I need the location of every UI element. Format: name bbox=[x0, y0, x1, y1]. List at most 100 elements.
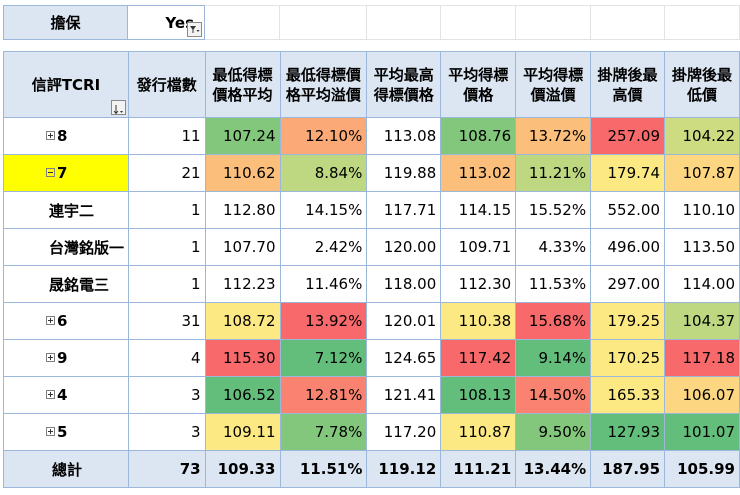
value-cell[interactable]: 108.76 bbox=[440, 117, 517, 155]
row-label-cell[interactable]: 9 bbox=[3, 339, 129, 377]
value-cell[interactable]: 114.15 bbox=[440, 191, 517, 229]
value-cell[interactable]: 11 bbox=[127, 117, 206, 155]
value-cell[interactable]: 104.22 bbox=[664, 117, 740, 155]
value-cell[interactable]: 15.68% bbox=[515, 302, 592, 340]
value-cell[interactable]: 107.24 bbox=[204, 117, 281, 155]
value-cell[interactable]: 106.07 bbox=[664, 376, 740, 414]
value-cell[interactable]: 1 bbox=[127, 228, 206, 266]
row-label-cell[interactable]: 台灣銘版一 bbox=[3, 228, 129, 266]
value-cell[interactable]: 120.00 bbox=[366, 228, 442, 266]
value-cell[interactable]: 15.52% bbox=[515, 191, 592, 229]
value-cell[interactable]: 106.52 bbox=[204, 376, 281, 414]
value-cell[interactable]: 112.30 bbox=[440, 265, 517, 303]
value-cell[interactable]: 165.33 bbox=[590, 376, 666, 414]
value-cell[interactable]: 496.00 bbox=[590, 228, 666, 266]
value-cell[interactable]: 3 bbox=[127, 376, 206, 414]
total-cell[interactable]: 111.21 bbox=[440, 450, 517, 488]
value-cell[interactable]: 113.50 bbox=[664, 228, 740, 266]
value-cell[interactable]: 11.21% bbox=[515, 154, 592, 192]
value-cell[interactable]: 117.42 bbox=[440, 339, 517, 377]
value-cell[interactable]: 13.92% bbox=[279, 302, 368, 340]
row-label-cell[interactable]: 4 bbox=[3, 376, 129, 414]
value-cell[interactable]: 113.02 bbox=[440, 154, 517, 192]
value-cell[interactable]: 110.87 bbox=[440, 413, 517, 451]
value-cell[interactable]: 179.25 bbox=[590, 302, 666, 340]
sort-filter-icon[interactable] bbox=[110, 100, 126, 115]
value-cell[interactable]: 101.07 bbox=[664, 413, 740, 451]
value-cell[interactable]: 110.62 bbox=[204, 154, 281, 192]
value-cell[interactable]: 109.71 bbox=[440, 228, 517, 266]
value-cell[interactable]: 110.10 bbox=[664, 191, 740, 229]
expand-plus-icon[interactable] bbox=[46, 390, 55, 399]
value-cell[interactable]: 9.50% bbox=[515, 413, 592, 451]
total-cell[interactable]: 11.51% bbox=[279, 450, 368, 488]
filter-funnel-icon[interactable] bbox=[187, 22, 202, 37]
value-cell[interactable]: 170.25 bbox=[590, 339, 666, 377]
value-cell[interactable]: 13.72% bbox=[515, 117, 592, 155]
total-cell[interactable]: 105.99 bbox=[664, 450, 740, 488]
row-label-cell[interactable]: 連宇二 bbox=[3, 191, 129, 229]
value-cell[interactable]: 108.72 bbox=[204, 302, 281, 340]
value-cell[interactable]: 179.74 bbox=[590, 154, 666, 192]
value-cell[interactable]: 2.42% bbox=[279, 228, 368, 266]
value-cell[interactable]: 7.78% bbox=[279, 413, 368, 451]
value-cell[interactable]: 127.93 bbox=[590, 413, 666, 451]
value-cell[interactable]: 118.00 bbox=[366, 265, 442, 303]
value-cell[interactable]: 1 bbox=[127, 191, 206, 229]
value-cell[interactable]: 14.50% bbox=[515, 376, 592, 414]
value-cell[interactable]: 31 bbox=[127, 302, 206, 340]
value-cell[interactable]: 120.01 bbox=[366, 302, 442, 340]
total-cell[interactable]: 13.44% bbox=[515, 450, 592, 488]
value-cell[interactable]: 4 bbox=[127, 339, 206, 377]
expand-plus-icon[interactable] bbox=[46, 427, 55, 436]
value-cell[interactable]: 112.80 bbox=[204, 191, 281, 229]
value-cell[interactable]: 117.71 bbox=[366, 191, 442, 229]
value-cell[interactable]: 12.81% bbox=[279, 376, 368, 414]
value-cell[interactable]: 104.37 bbox=[664, 302, 740, 340]
value-cell[interactable]: 552.00 bbox=[590, 191, 666, 229]
total-cell[interactable]: 119.12 bbox=[366, 450, 442, 488]
value-cell[interactable]: 115.30 bbox=[204, 339, 281, 377]
value-cell[interactable]: 11.53% bbox=[515, 265, 592, 303]
value-cell[interactable]: 11.46% bbox=[279, 265, 368, 303]
filter-value-cell[interactable]: Yes bbox=[127, 5, 205, 40]
value-cell[interactable]: 112.23 bbox=[204, 265, 281, 303]
value-cell[interactable]: 110.38 bbox=[440, 302, 517, 340]
value-cell[interactable]: 108.13 bbox=[440, 376, 517, 414]
row-label-cell[interactable]: 7 bbox=[3, 154, 129, 192]
row-label-cell[interactable]: 5 bbox=[3, 413, 129, 451]
row-field-header[interactable]: 信評TCRI bbox=[3, 51, 129, 118]
value-cell[interactable]: 8.84% bbox=[279, 154, 368, 192]
value-cell[interactable]: 257.09 bbox=[590, 117, 666, 155]
total-cell[interactable]: 109.33 bbox=[204, 450, 281, 488]
value-cell[interactable]: 4.33% bbox=[515, 228, 592, 266]
expand-plus-icon[interactable] bbox=[46, 353, 55, 362]
expand-plus-icon[interactable] bbox=[46, 131, 55, 140]
value-cell[interactable]: 297.00 bbox=[590, 265, 666, 303]
value-cell[interactable]: 1 bbox=[127, 265, 206, 303]
value-cell[interactable]: 21 bbox=[127, 154, 206, 192]
value-cell[interactable]: 117.18 bbox=[664, 339, 740, 377]
value-cell[interactable]: 7.12% bbox=[279, 339, 368, 377]
value-cell[interactable]: 124.65 bbox=[366, 339, 442, 377]
col-header-avg-bid-premium: 平均得標 價溢價 bbox=[515, 51, 592, 118]
expand-plus-icon[interactable] bbox=[46, 316, 55, 325]
value-cell[interactable]: 14.15% bbox=[279, 191, 368, 229]
value-cell[interactable]: 3 bbox=[127, 413, 206, 451]
total-cell[interactable]: 73 bbox=[127, 450, 206, 488]
value-cell[interactable]: 12.10% bbox=[279, 117, 368, 155]
value-cell[interactable]: 109.11 bbox=[204, 413, 281, 451]
value-cell[interactable]: 9.14% bbox=[515, 339, 592, 377]
total-cell[interactable]: 187.95 bbox=[590, 450, 666, 488]
value-cell[interactable]: 107.87 bbox=[664, 154, 740, 192]
collapse-minus-icon[interactable] bbox=[46, 168, 55, 177]
row-label-cell[interactable]: 晟銘電三 bbox=[3, 265, 129, 303]
row-label-cell[interactable]: 8 bbox=[3, 117, 129, 155]
row-label-cell[interactable]: 6 bbox=[3, 302, 129, 340]
value-cell[interactable]: 107.70 bbox=[204, 228, 281, 266]
value-cell[interactable]: 113.08 bbox=[366, 117, 442, 155]
value-cell[interactable]: 121.41 bbox=[366, 376, 442, 414]
value-cell[interactable]: 117.20 bbox=[366, 413, 442, 451]
value-cell[interactable]: 114.00 bbox=[664, 265, 740, 303]
value-cell[interactable]: 119.88 bbox=[366, 154, 442, 192]
